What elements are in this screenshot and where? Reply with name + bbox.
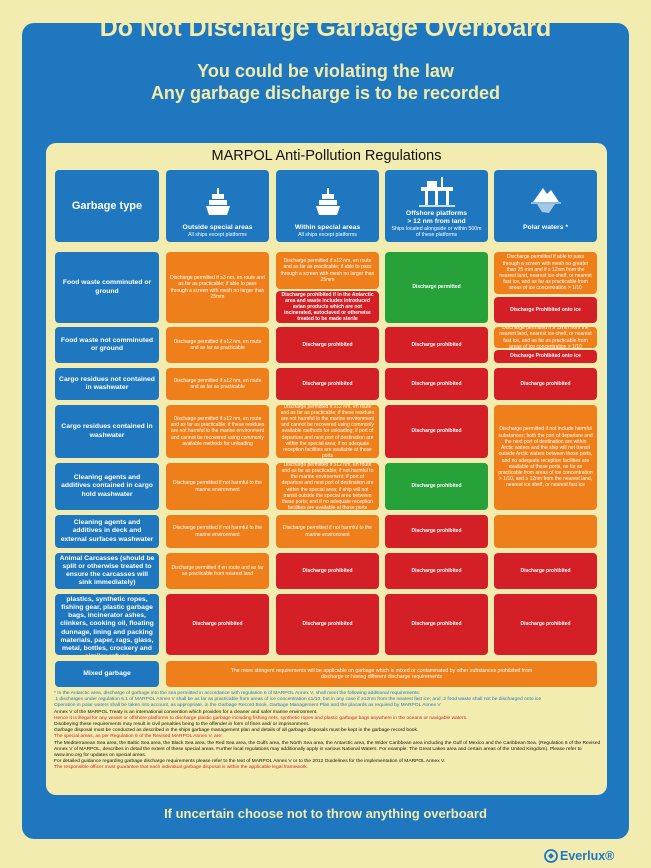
row-label-food-not-comminuted: Food waste not comminuted or ground bbox=[55, 327, 159, 363]
col2-label: Within special areas bbox=[294, 223, 361, 231]
r2-within-special: Discharge prohibited bbox=[276, 327, 379, 363]
r1-offshore: Discharge permitted bbox=[385, 252, 488, 323]
row-label-mixed-garbage: Mixed garbage bbox=[55, 661, 159, 687]
r2-outside-special: Discharge permitted if ≥12 nm, en route … bbox=[166, 327, 269, 363]
row-label-cargo-residues-not-washwater: Cargo residues not contained in washwate… bbox=[55, 368, 159, 400]
note-special-areas-heading: The special areas, as per Regulation 6 o… bbox=[54, 734, 223, 740]
sign-title: Do Not Discharge Garbage Overboard bbox=[99, 14, 552, 42]
r4-offshore: Discharge prohibited bbox=[385, 405, 488, 458]
r3-offshore: Discharge prohibited bbox=[385, 368, 488, 400]
col3-label: Offshore platforms bbox=[405, 209, 468, 217]
note-antarctic: * In the Antarctic area, discharge of ga… bbox=[54, 691, 421, 696]
r6-outside-special: Discharge permitted if not harmful to th… bbox=[166, 515, 269, 548]
r4-outside-special: Discharge permitted if ≥12 nm, en route … bbox=[166, 405, 269, 458]
r2-offshore: Discharge prohibited bbox=[385, 327, 488, 363]
r8-offshore: Discharge prohibited bbox=[385, 594, 488, 655]
r1-polar-b: Discharge Prohibited onto ice bbox=[494, 297, 597, 323]
footnotes: * In the Antarctic area, discharge of ga… bbox=[54, 691, 602, 772]
note-polar-operation: Operation in polar waters shall be taken… bbox=[54, 703, 441, 709]
r5-outside-special: Discharge permitted if not harmful to th… bbox=[166, 463, 269, 510]
note-illegal: Hence it is illegal for any vessel or of… bbox=[54, 715, 468, 721]
r5-within-special: Discharge permitted if ≥12 nm, en route … bbox=[276, 463, 379, 510]
r6-offshore: Discharge prohibited bbox=[385, 515, 488, 548]
r7-within-special: Discharge prohibited bbox=[276, 553, 379, 589]
col1-sub: All ships except platforms bbox=[188, 231, 247, 238]
sign-subtitle: You could be violating the law Any garba… bbox=[0, 60, 651, 104]
row-label-animal-carcasses: Animal Carcasses (should be split or oth… bbox=[55, 553, 159, 589]
note-guidance: For detailed guidance regarding garbage … bbox=[54, 759, 446, 765]
r1-within-special-b: Discharge prohibited if in the Antarctic… bbox=[276, 291, 379, 323]
r7-polar: Discharge prohibited bbox=[494, 553, 597, 589]
col1-label: Outside special areas bbox=[182, 223, 253, 231]
col3-sub: Ships located alongside or within 500m o… bbox=[391, 225, 482, 238]
r2-polar-b: Discharge Prohibited onto ice bbox=[494, 350, 597, 363]
subtitle-line-1: You could be violating the law bbox=[197, 61, 454, 81]
everlux-logo-text: Everlux® bbox=[560, 849, 615, 863]
r3-within-special: Discharge prohibited bbox=[276, 368, 379, 400]
ship-icon bbox=[315, 187, 340, 215]
r3-polar: Discharge prohibited bbox=[494, 368, 597, 400]
row-label-cleaning-deck: Cleaning agents and additives in deck an… bbox=[55, 515, 159, 548]
everlux-logo: Everlux® bbox=[544, 849, 614, 863]
ship-icon bbox=[205, 187, 230, 215]
r3-outside-special: Discharge permitted if ≥12 nm, en route … bbox=[166, 368, 269, 400]
r5-offshore: Discharge prohibited bbox=[385, 463, 488, 510]
note-record-book: Garbage disposal must be conducted as de… bbox=[54, 728, 419, 734]
r1-polar-a: Discharge permitted if able to pass thro… bbox=[494, 252, 597, 294]
note-special-areas-list: The Mediterranean Sea area, the Baltic S… bbox=[54, 740, 601, 759]
header-within-special-areas: Within special areas All ships except pl… bbox=[276, 170, 379, 242]
header-polar-waters: Polar waters * bbox=[494, 170, 597, 242]
everlux-logo-icon bbox=[544, 849, 558, 863]
subtitle-line-2: Any garbage discharge is to be recorded bbox=[150, 83, 501, 103]
note-annex-v: Annex V of the MARPOL Treaty is an inter… bbox=[54, 709, 318, 715]
r4-within-special: Discharge permitted if ≥12 nm, en route … bbox=[276, 405, 379, 458]
col4-label: Polar waters * bbox=[523, 224, 568, 231]
note-antarctic-requirements: .1 discharges under regulation 6.1 of MA… bbox=[54, 697, 542, 703]
r9-merged: The more stringent requirements will be … bbox=[166, 661, 597, 687]
r6-within-special: Discharge permitted if not harmful to th… bbox=[276, 515, 379, 548]
r1-within-special-a: Discharge permitted if ≥12 nm, en route … bbox=[276, 252, 379, 289]
r7-outside-special: Discharge permitted if en route and as f… bbox=[166, 553, 269, 589]
header-offshore-platforms: Offshore platforms > 12 nm from land Shi… bbox=[385, 170, 488, 242]
row-label-cargo-residues-washwater: Cargo residues contained in washwater bbox=[55, 405, 159, 458]
panel-title: MARPOL Anti-Pollution Regulations bbox=[211, 148, 442, 164]
r8-within-special: Discharge prohibited bbox=[276, 594, 379, 655]
iceberg-icon bbox=[530, 188, 561, 213]
header-outside-special-areas: Outside special areas All ships except p… bbox=[166, 170, 269, 242]
r6-polar bbox=[494, 515, 597, 548]
note-responsible-officer: The responsible officer must guarantee t… bbox=[54, 765, 309, 771]
note-penalties: Disobeying these requirements may result… bbox=[54, 722, 310, 728]
header-garbage-type: Garbage type bbox=[55, 170, 159, 242]
r2-polar-a: Discharge permitted if ≥ 12nm from the n… bbox=[494, 327, 597, 348]
row-label-cleaning-cargo-hold: Cleaning agents and additives contained … bbox=[55, 463, 159, 510]
row-label-all-other-garbage: All other garbage including plastics, sy… bbox=[55, 594, 159, 655]
col3-label-2: > 12 nm from land bbox=[407, 217, 466, 225]
row-label-food-comminuted: Food waste comminuted or ground bbox=[55, 252, 159, 323]
platform-icon bbox=[418, 176, 455, 207]
r8-polar: Discharge prohibited bbox=[494, 594, 597, 655]
r7-offshore: Discharge prohibited bbox=[385, 553, 488, 589]
col2-sub: All ships except platforms bbox=[298, 231, 357, 238]
r8-outside-special: Discharge prohibited bbox=[166, 594, 269, 655]
r4-r5-polar: Discharge permitted if not include harmf… bbox=[494, 405, 597, 510]
r1-outside-special: Discharge permitted if ≥3 nm, en route a… bbox=[166, 252, 269, 323]
footer-warning: If uncertain choose not to throw anythin… bbox=[164, 806, 487, 821]
